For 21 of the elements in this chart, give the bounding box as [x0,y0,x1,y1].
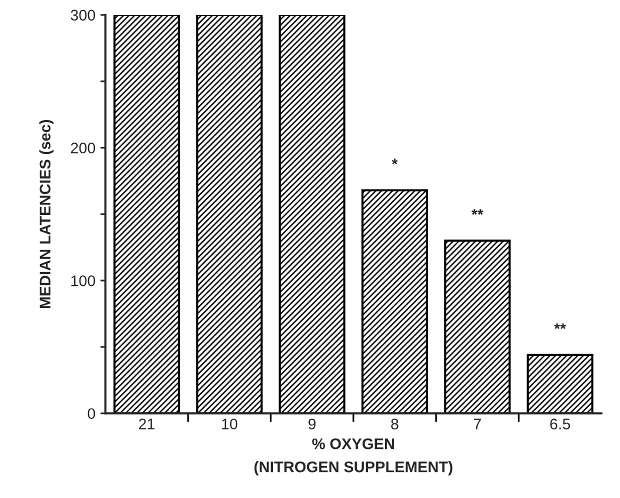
y-axis-title: MEDIAN LATENCIES (sec) [39,120,54,308]
y-tick-label: 100 [71,275,96,286]
x-tick-label: 10 [222,418,238,430]
x-tick-label: 6.5 [550,418,570,430]
bar [526,354,594,414]
bar [361,189,428,414]
bar [196,14,263,414]
annotation: ** [554,323,566,330]
x-tick-label: 21 [139,418,154,430]
x-tick-label: 9 [308,418,316,430]
y-tick-label: 0 [88,408,96,420]
bar [444,240,511,414]
x-tick-label: 7 [474,418,481,430]
x-axis-title: % OXYGEN (NITROGEN SUPPLEMENT) [254,438,452,476]
annotation: * [392,158,398,164]
bar [278,14,346,414]
y-tick-label: 200 [70,142,96,154]
annotation: ** [472,209,484,215]
y-tick-label: 300 [70,10,96,21]
x-tick-label: 8 [391,418,398,430]
bar [113,14,180,414]
